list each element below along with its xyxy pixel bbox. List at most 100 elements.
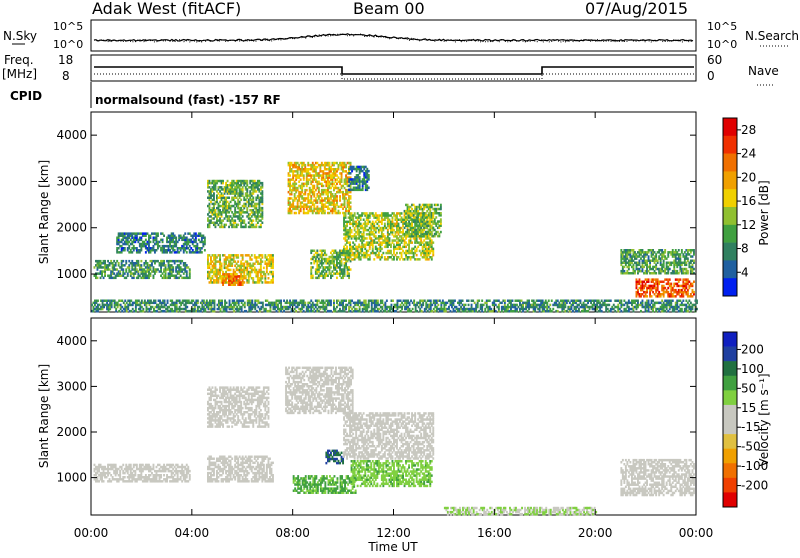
data-cell — [163, 235, 165, 237]
freq-trace — [94, 67, 694, 74]
data-cell — [398, 223, 400, 225]
data-cell — [382, 252, 384, 254]
data-cell — [289, 174, 291, 176]
data-cell — [222, 180, 224, 182]
data-cell — [679, 278, 681, 280]
data-cell — [226, 302, 228, 304]
data-cell — [252, 277, 254, 279]
data-cell — [325, 254, 327, 256]
nsky-label: N.Sky — [3, 29, 37, 43]
data-cell — [245, 310, 247, 312]
data-cell — [324, 210, 326, 212]
data-cell — [137, 260, 139, 262]
data-cell — [687, 257, 689, 259]
data-cell — [313, 185, 315, 187]
data-cell — [648, 255, 650, 257]
data-cell — [651, 295, 653, 297]
data-cell — [189, 268, 191, 270]
data-cell — [104, 260, 106, 262]
data-cell — [350, 268, 352, 270]
data-cell — [681, 249, 683, 251]
data-cell — [350, 162, 352, 164]
data-cell — [336, 195, 338, 197]
nsky-tick-high: 10^5 — [53, 20, 83, 33]
data-cell — [234, 219, 236, 221]
data-cell — [295, 212, 297, 214]
data-cell — [329, 162, 331, 164]
data-cell — [252, 197, 254, 199]
data-cell — [431, 204, 433, 206]
freq-tick-low: 8 — [62, 69, 70, 83]
station-title: Adak West (fitACF) — [92, 0, 241, 18]
data-cell — [440, 212, 442, 214]
data-cell — [368, 187, 370, 189]
nave-label: Nave — [748, 64, 779, 78]
data-cell — [204, 249, 206, 251]
data-cell — [246, 180, 248, 182]
data-cell — [648, 278, 650, 280]
data-cell — [390, 250, 392, 252]
data-cell — [118, 262, 120, 264]
data-cell — [396, 252, 398, 254]
freq-label: Freq. — [4, 53, 34, 67]
cpid-text: normalsound (fast) -157 RF — [95, 93, 281, 107]
data-cell — [303, 174, 305, 176]
data-cell — [196, 243, 198, 245]
data-cell — [256, 310, 258, 312]
data-cell — [228, 197, 230, 199]
data-cell — [140, 260, 142, 262]
data-cell — [440, 218, 442, 220]
data-cell — [316, 250, 318, 252]
data-cell — [310, 262, 312, 264]
beam-title: Beam 00 — [353, 0, 425, 18]
data-cell — [163, 260, 165, 262]
cpid-label: CPID — [10, 89, 42, 103]
data-cell — [155, 300, 157, 302]
data-cell — [300, 178, 302, 180]
freq-tick-high: 18 — [58, 53, 73, 67]
power-frame — [91, 112, 696, 312]
data-cell — [304, 164, 306, 166]
data-cell — [402, 229, 404, 231]
freq-unit: [MHz] — [2, 67, 37, 81]
data-cell — [693, 268, 695, 270]
data-cell — [261, 182, 263, 184]
data-cell — [242, 215, 244, 217]
data-cell — [261, 190, 263, 192]
data-cell — [432, 241, 434, 243]
data-cell — [221, 300, 223, 302]
data-cell — [339, 212, 341, 214]
data-cell — [142, 308, 144, 310]
data-cell — [432, 248, 434, 250]
data-cell — [437, 204, 439, 206]
data-cell — [221, 263, 223, 265]
data-cell — [655, 272, 657, 274]
nsky-tick-low: 10^0 — [53, 38, 83, 51]
data-cell — [368, 174, 370, 176]
data-cell — [197, 300, 199, 302]
data-cell — [186, 270, 188, 272]
data-cell — [341, 258, 343, 260]
data-cell — [261, 260, 263, 262]
data-cell — [184, 232, 186, 234]
data-cell — [312, 266, 314, 268]
data-cell — [243, 219, 245, 221]
data-cell — [339, 195, 341, 197]
data-cell — [373, 258, 375, 260]
data-cell — [245, 224, 247, 226]
power-cells — [91, 162, 698, 313]
data-cell — [240, 199, 242, 201]
data-cell — [219, 254, 221, 256]
data-cell — [348, 272, 350, 274]
data-cell — [669, 268, 671, 270]
data-cell — [237, 224, 239, 226]
data-cell — [140, 264, 142, 266]
data-cell — [303, 310, 305, 312]
data-cell — [440, 231, 442, 233]
data-cell — [401, 212, 403, 214]
data-cell — [384, 223, 386, 225]
data-cell — [304, 302, 306, 304]
data-cell — [165, 264, 167, 266]
data-cell — [204, 237, 206, 239]
